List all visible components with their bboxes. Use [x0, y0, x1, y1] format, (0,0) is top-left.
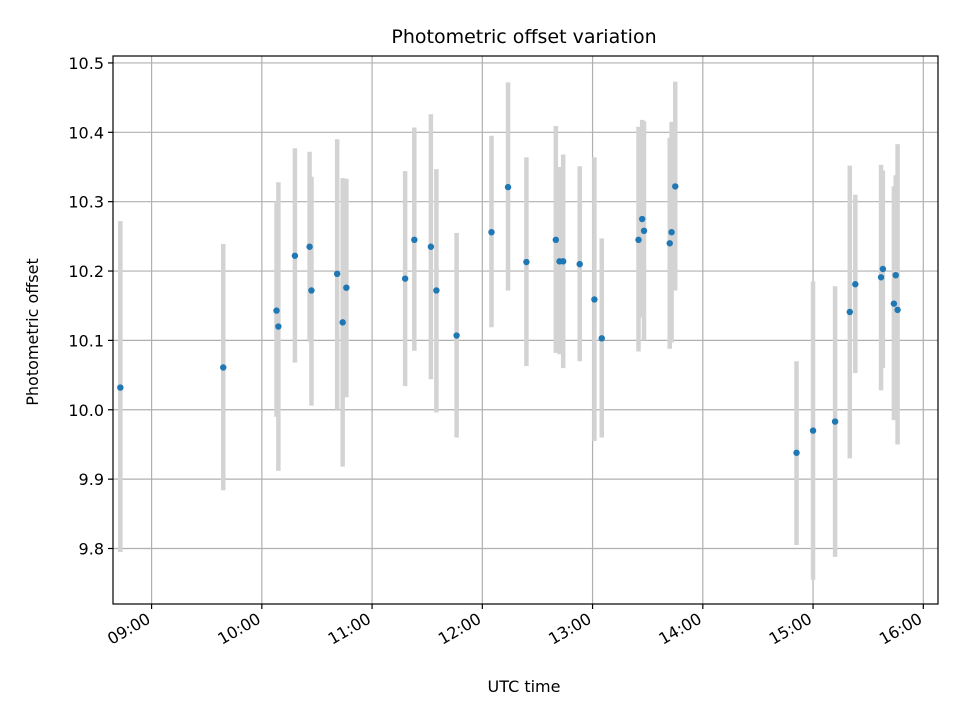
- data-point: [890, 300, 898, 307]
- data-point: [291, 252, 299, 259]
- data-point: [638, 215, 646, 223]
- data-point: [640, 227, 648, 235]
- data-point: [576, 260, 583, 268]
- data-point: [333, 270, 341, 278]
- data-point: [523, 258, 530, 266]
- data-point: [220, 364, 227, 371]
- data-point: [433, 287, 440, 294]
- y-axis-label: Photometric offset: [23, 258, 42, 406]
- y-tick-label: 10.3: [68, 193, 104, 212]
- y-tick-label: 10.5: [68, 54, 104, 73]
- data-point: [552, 236, 560, 244]
- data-point: [275, 323, 282, 330]
- data-point: [879, 265, 887, 273]
- data-point: [504, 183, 512, 191]
- data-point: [598, 335, 605, 342]
- data-point: [846, 308, 854, 316]
- y-tick-label: 9.8: [79, 540, 104, 559]
- data-point: [339, 319, 346, 326]
- data-point: [877, 274, 885, 281]
- data-point: [668, 228, 675, 236]
- data-point: [852, 281, 859, 288]
- data-point: [635, 236, 642, 244]
- data-point: [401, 275, 409, 282]
- data-point: [427, 243, 435, 250]
- data-point: [831, 418, 839, 425]
- y-tick-label: 10.1: [68, 331, 104, 350]
- y-axis-ticks: 9.8 9.9 10.0 10.1 10.2 10.3 10.4 10.5: [68, 54, 113, 559]
- data-points: [117, 183, 901, 456]
- chart-title: Photometric offset variation: [391, 26, 656, 48]
- data-point: [793, 449, 800, 456]
- data-point: [308, 287, 315, 294]
- data-point: [343, 284, 350, 291]
- y-tick-label: 10.2: [68, 262, 104, 281]
- data-point: [894, 306, 901, 314]
- data-point: [559, 258, 567, 265]
- data-point: [453, 332, 460, 339]
- y-tick-label: 10.0: [68, 401, 104, 420]
- data-point: [666, 240, 673, 247]
- y-tick-label: 10.4: [68, 123, 104, 142]
- y-tick-label: 9.9: [79, 470, 104, 489]
- data-point: [488, 228, 495, 236]
- data-point: [411, 236, 418, 244]
- data-point: [117, 384, 124, 391]
- plot-frame: [112, 55, 939, 605]
- data-point: [591, 296, 598, 303]
- data-point: [306, 243, 313, 250]
- data-point: [672, 183, 679, 190]
- x-axis-label: UTC time: [488, 677, 561, 696]
- data-point: [809, 427, 817, 434]
- data-point: [273, 307, 280, 314]
- data-point: [892, 272, 899, 279]
